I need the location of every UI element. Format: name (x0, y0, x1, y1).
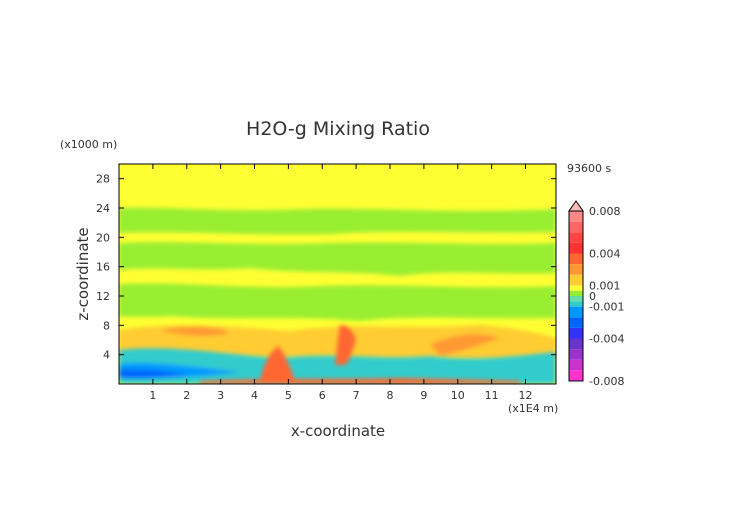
colorbar-segment (569, 211, 583, 222)
x-tick-label: 2 (183, 389, 190, 402)
colorbar-segment (569, 290, 583, 296)
colorbar-segment (569, 349, 583, 360)
colorbar-segment (569, 301, 583, 307)
x-tick-label: 4 (251, 389, 258, 402)
red-plume-right (335, 325, 356, 365)
time-label: 93600 s (567, 162, 611, 175)
colorbar-segment (569, 232, 583, 243)
y-unit-label: (x1000 m) (60, 138, 117, 151)
green-band-upper (119, 207, 556, 235)
x-tick-label: 1 (149, 389, 156, 402)
colorbar-segment (569, 338, 583, 350)
colorbar-segment (569, 359, 583, 371)
colorbar-label: 0.008 (589, 205, 621, 218)
x-axis-title: x-coordinate (291, 422, 385, 440)
orange-blob-right (430, 334, 500, 356)
colorbar-segment (569, 253, 583, 265)
x-tick-label: 10 (451, 389, 465, 402)
y-tick-label: 12 (96, 290, 110, 303)
colorbar-segment (569, 306, 583, 318)
cyan-layer (119, 348, 556, 384)
colorbar-label: 0.004 (589, 248, 621, 261)
x-tick-label: 3 (217, 389, 224, 402)
orange-streak-left (160, 326, 230, 336)
colorbar-segment (569, 317, 583, 328)
colorbar-segment (569, 264, 583, 275)
x-axis: 1 2 3 4 5 6 7 8 9 10 11 12 (149, 164, 533, 402)
colorbar-segment (569, 242, 583, 254)
colorbar (568, 200, 584, 382)
x-unit-label: (x1E4 m) (508, 402, 558, 415)
colorbar-label: -0.001 (589, 301, 624, 314)
cold-surface-layer (119, 348, 556, 384)
x-tick-label: 11 (485, 389, 499, 402)
green-band-middle (119, 242, 556, 276)
colorbar-segment (569, 327, 583, 339)
warm-layer (119, 325, 556, 360)
x-tick-label: 8 (387, 389, 394, 402)
contour-field (119, 164, 556, 384)
y-axis: 4 8 12 16 20 24 28 (96, 173, 556, 362)
blue-core (119, 369, 190, 379)
chart-title: H2O-g Mixing Ratio (246, 118, 430, 140)
plot-frame (118, 163, 557, 385)
x-tick-label: 12 (519, 389, 533, 402)
plumes (200, 325, 520, 384)
y-tick-label: 28 (96, 173, 110, 186)
y-axis-title: z-coordinate (74, 227, 92, 320)
colorbar-segment (569, 221, 583, 233)
colorbar-extend-arrow (568, 200, 584, 212)
y-tick-label: 4 (103, 349, 110, 362)
y-tick-label: 16 (96, 261, 110, 274)
y-tick-label: 8 (103, 319, 110, 332)
x-tick-label: 6 (319, 389, 326, 402)
colorbar-label: 0 (589, 290, 596, 303)
y-tick-label: 24 (96, 202, 110, 215)
green-bands (119, 207, 556, 321)
colorbar-segment (569, 285, 583, 291)
x-tick-label: 7 (353, 389, 360, 402)
x-tick-label: 9 (420, 389, 427, 402)
red-plume-left (260, 346, 296, 384)
colorbar-label: -0.004 (589, 333, 624, 346)
colorbar-segment (569, 274, 583, 286)
colorbar-label: 0.001 (589, 279, 621, 292)
green-band-lower (119, 283, 556, 321)
x-tick-label: 5 (285, 389, 292, 402)
y-tick-label: 20 (96, 231, 110, 244)
colorbar-label: -0.008 (589, 375, 624, 388)
red-base (200, 378, 520, 384)
colorbar-segment (569, 370, 583, 381)
colorbar-segment (569, 296, 583, 302)
